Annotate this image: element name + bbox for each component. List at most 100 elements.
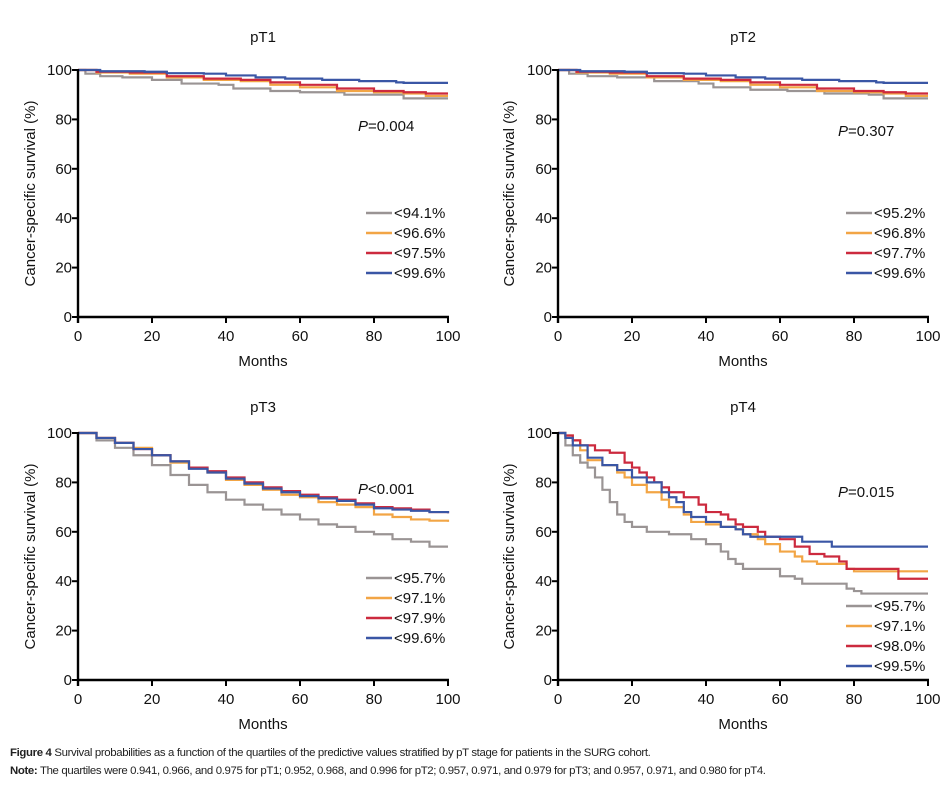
y-tick-label: 60 <box>535 524 552 541</box>
legend-label: <95.7% <box>394 570 445 587</box>
survival-curve-4 <box>558 431 928 548</box>
survival-curve-4 <box>78 68 448 84</box>
p-value-symbol: P <box>358 481 368 498</box>
survival-curve-1 <box>558 68 928 100</box>
legend-label: <97.9% <box>394 610 445 627</box>
note-label: Note: <box>10 765 38 777</box>
y-tick-label: 0 <box>544 309 552 326</box>
panel-pT4: pT4 0 20 40 60 80 100 0 20 40 60 80 100 Months Cancer-… <box>501 399 941 733</box>
x-tick-label: 0 <box>74 691 82 708</box>
y-tick-label: 40 <box>55 573 72 590</box>
figure-4-survival-panels: pT1 0 20 40 60 80 100 0 20 40 60 80 100 Months Cancer-… <box>22 29 941 733</box>
y-tick-label: 40 <box>55 210 72 227</box>
legend-label: <99.6% <box>394 630 445 647</box>
p-value-annotation: P=0.015 <box>838 484 894 501</box>
survival-curve-4 <box>558 68 928 84</box>
y-tick-label: 100 <box>47 425 72 442</box>
legend-label: <95.2% <box>874 205 925 222</box>
p-value-symbol: P <box>358 118 368 135</box>
legend-label: <96.8% <box>874 225 925 242</box>
p-value-symbol: P <box>838 484 848 501</box>
x-tick-label: 40 <box>698 691 715 708</box>
caption-text: Survival probabilities as a function of … <box>51 747 651 759</box>
x-tick-label: 20 <box>144 691 161 708</box>
y-tick-label: 20 <box>55 260 72 277</box>
legend-label: <99.5% <box>874 658 925 675</box>
x-tick-label: 0 <box>554 328 562 345</box>
legend-label: <99.6% <box>874 265 925 282</box>
y-tick-label: 80 <box>535 474 552 491</box>
x-tick-label: 0 <box>74 328 82 345</box>
legend-label: <99.6% <box>394 265 445 282</box>
y-tick-label: 20 <box>535 623 552 640</box>
survival-curve-4 <box>78 431 450 514</box>
x-tick-label: 20 <box>624 328 641 345</box>
p-value-text: <0.001 <box>368 481 414 498</box>
y-tick-label: 80 <box>55 474 72 491</box>
legend-label: <97.5% <box>394 245 445 262</box>
panel-pT2: pT2 0 20 40 60 80 100 0 20 40 60 80 100 Months Cancer-… <box>501 29 941 370</box>
y-tick-label: 100 <box>527 425 552 442</box>
panel-pT3: pT3 0 20 40 60 80 100 0 20 40 60 80 100 Months Cancer-… <box>22 399 461 733</box>
survival-curve-1 <box>78 431 448 548</box>
figure-caption: Figure 4 Survival probabilities as a fun… <box>10 744 950 780</box>
note-line: Note: The quartiles were 0.941, 0.966, a… <box>10 762 950 780</box>
survival-curve-3 <box>558 431 928 580</box>
x-tick-label: 80 <box>366 328 383 345</box>
p-value-text: =0.307 <box>848 123 894 140</box>
legend-label: <96.6% <box>394 225 445 242</box>
x-axis-label: Months <box>718 353 767 370</box>
survival-curve-3 <box>558 68 928 95</box>
x-tick-label: 100 <box>435 691 460 708</box>
x-tick-label: 40 <box>218 328 235 345</box>
y-tick-label: 100 <box>527 62 552 79</box>
legend-label: <97.1% <box>874 618 925 635</box>
y-tick-label: 60 <box>55 524 72 541</box>
x-tick-label: 60 <box>292 328 309 345</box>
x-tick-label: 60 <box>772 691 789 708</box>
x-tick-label: 20 <box>624 691 641 708</box>
x-tick-label: 40 <box>218 691 235 708</box>
y-axis-label: Cancer-specific survival (%) <box>501 101 518 287</box>
p-value-symbol: P <box>838 123 848 140</box>
y-tick-label: 60 <box>55 161 72 178</box>
x-tick-label: 60 <box>772 328 789 345</box>
p-value-annotation: P<0.001 <box>358 481 414 498</box>
x-tick-label: 80 <box>846 691 863 708</box>
panel-title: pT1 <box>250 29 276 46</box>
y-tick-label: 0 <box>544 672 552 689</box>
p-value-annotation: P=0.307 <box>838 123 894 140</box>
y-axis-label: Cancer-specific survival (%) <box>22 101 39 287</box>
legend-label: <98.0% <box>874 638 925 655</box>
p-value-annotation: P=0.004 <box>358 118 414 135</box>
y-axis-label: Cancer-specific survival (%) <box>501 464 518 650</box>
y-axis-label: Cancer-specific survival (%) <box>22 464 39 650</box>
note-text: The quartiles were 0.941, 0.966, and 0.9… <box>37 765 766 777</box>
y-tick-label: 40 <box>535 573 552 590</box>
p-value-text: =0.004 <box>368 118 414 135</box>
y-tick-label: 40 <box>535 210 552 227</box>
x-tick-label: 20 <box>144 328 161 345</box>
legend-label: <97.7% <box>874 245 925 262</box>
panel-title: pT3 <box>250 399 276 416</box>
x-tick-label: 40 <box>698 328 715 345</box>
x-axis-label: Months <box>718 716 767 733</box>
y-tick-label: 0 <box>64 672 72 689</box>
legend-label: <95.7% <box>874 598 925 615</box>
x-tick-label: 60 <box>292 691 309 708</box>
x-tick-label: 100 <box>915 691 940 708</box>
legend-label: <97.1% <box>394 590 445 607</box>
panel-pT1: pT1 0 20 40 60 80 100 0 20 40 60 80 100 Months Cancer-… <box>22 29 461 370</box>
survival-curve-2 <box>558 431 928 573</box>
x-tick-label: 100 <box>435 328 460 345</box>
survival-curve-1 <box>558 431 928 595</box>
survival-curve-1 <box>78 68 448 100</box>
panel-title: pT4 <box>730 399 756 416</box>
survival-curve-2 <box>78 431 450 522</box>
x-axis-label: Months <box>238 353 287 370</box>
caption-label: Figure 4 <box>10 747 52 759</box>
y-tick-label: 60 <box>535 161 552 178</box>
y-tick-label: 0 <box>64 309 72 326</box>
y-tick-label: 80 <box>535 111 552 128</box>
x-tick-label: 80 <box>366 691 383 708</box>
